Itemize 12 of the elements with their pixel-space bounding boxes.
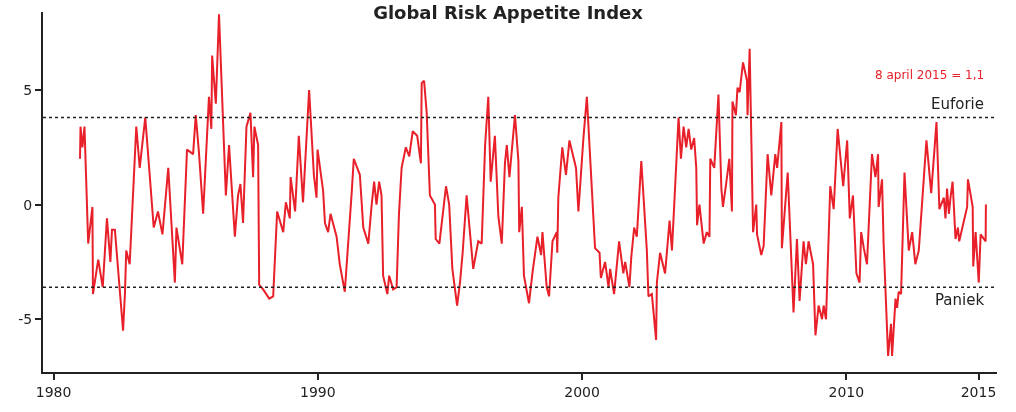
y-tick-label: 0 (23, 196, 33, 213)
y-tick-label: -5 (18, 311, 33, 328)
ref-line-label: Euforie (931, 95, 985, 113)
ref-line-label: Paniek (935, 291, 985, 309)
chart-title: Global Risk Appetite Index (373, 1, 644, 23)
x-tick-label: 1980 (35, 383, 72, 400)
x-tick-label: 1990 (300, 383, 336, 400)
x-tick-label: 2015 (960, 383, 997, 400)
x-tick-label: 2010 (828, 383, 865, 400)
x-tick-label: 2000 (564, 383, 600, 400)
y-tick-label: 5 (23, 81, 33, 98)
annotation: 8 april 2015 = 1,1 (875, 68, 985, 82)
